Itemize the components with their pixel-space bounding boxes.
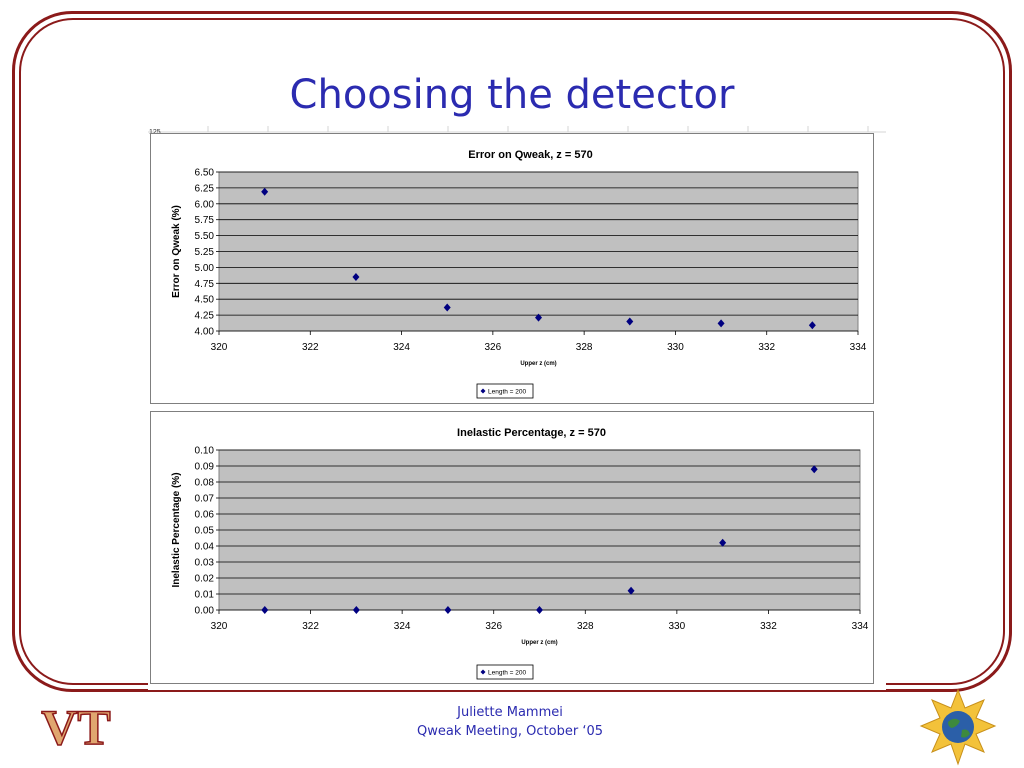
x-tick-label: 328 [576,342,593,353]
y-tick-label: 4.25 [195,311,215,322]
x-axis-label: Upper z (cm) [521,640,557,646]
sheet-fragment: 125 [149,129,161,136]
y-axis-label: Error on Qweak (%) [171,205,182,298]
data-point [810,465,818,474]
error-chart-svg: Error on Qweak, z = 570 4.00 4.25 4.50 4.75 5… [171,149,867,399]
x-tick-label: 332 [758,342,775,353]
y-tick-label: 4.00 [195,327,215,338]
footer-author: Juliette Mammei [457,705,563,720]
legend-box [476,383,534,399]
y-tick-label: 5.25 [195,247,215,258]
x-tick-label: 322 [302,621,319,632]
x-axis-label: Upper z (cm) [520,361,556,367]
vt-logo: VT [41,698,112,751]
data-point [536,606,543,614]
y-tick-label: 0.01 [195,590,215,601]
x-tick-label: 328 [577,621,594,632]
chart-panel-error: Error on Qweak, z = 570 4.00 4.25 4.50 4.75 5… [150,133,874,404]
legend-marker [480,669,486,675]
y-tick-label: 5.50 [195,231,215,242]
x-tick-label: 330 [669,621,686,632]
y-tick-label: 0.09 [195,462,215,473]
data-point [443,303,451,312]
slide-frame-outer [12,11,1012,692]
x-tick-label: 334 [850,342,867,353]
y-tick-label: 0.05 [195,526,215,537]
y-axis-label: Inelastic Percentage (%) [171,472,182,587]
y-tick-label: 0.07 [195,494,215,505]
data-point [717,319,725,328]
y-tick-label: 0.04 [195,542,215,553]
data-point [352,272,360,281]
x-tick-label: 326 [485,342,502,353]
chart-panel-inelastic: Inelastic Percentage, z = 570 0.00 0.01 0.0… [150,411,874,684]
y-tick-label: 6.25 [195,183,215,194]
x-tick-label: 334 [852,621,869,632]
chart-title: Inelastic Percentage, z = 570 [457,427,606,439]
y-tick-label: 0.06 [195,510,215,521]
y-tick-label: 0.03 [195,558,215,569]
data-point [352,606,360,614]
vt-logo-text: VT [41,699,110,751]
y-tick-label: 5.75 [195,215,215,226]
legend-box [476,664,534,680]
data-point [444,606,452,614]
x-tick-label: 324 [394,621,411,632]
data-point [261,187,269,196]
x-tick-label: 322 [302,342,319,353]
footer-event: Qweak Meeting, October ‘05 [417,724,603,739]
slide-title: Choosing the detector [289,72,735,118]
chart-title: Error on Qweak, z = 570 [468,149,592,161]
y-tick-label: 0.02 [195,574,215,585]
y-tick-label: 4.75 [195,279,215,290]
y-tick-label: 0.00 [195,606,215,617]
legend-marker [480,388,486,394]
inelastic-chart-svg: Inelastic Percentage, z = 570 0.00 0.01 0.0… [171,427,869,680]
y-tick-label: 0.10 [195,446,215,457]
data-point [261,606,269,614]
spreadsheet-gridlines: 125 [148,126,886,136]
x-tick-label: 320 [211,621,228,632]
y-tick-label: 5.00 [195,263,215,274]
data-point [627,586,635,595]
x-tick-label: 324 [393,342,410,353]
y-tick-label: 6.50 [195,168,215,179]
data-point [626,317,634,326]
data-point [719,538,727,547]
x-tick-label: 326 [485,621,502,632]
data-point [535,313,542,322]
x-tick-label: 320 [211,342,228,353]
y-tick-label: 4.50 [195,295,215,306]
globe-star-icon [919,688,997,766]
x-tick-label: 330 [667,342,684,353]
legend-label: Length = 200 [488,670,527,677]
data-point [808,321,816,330]
y-tick-label: 0.08 [195,478,215,489]
x-tick-label: 332 [760,621,777,632]
legend-label: Length = 200 [488,389,527,396]
y-tick-label: 6.00 [195,199,215,210]
